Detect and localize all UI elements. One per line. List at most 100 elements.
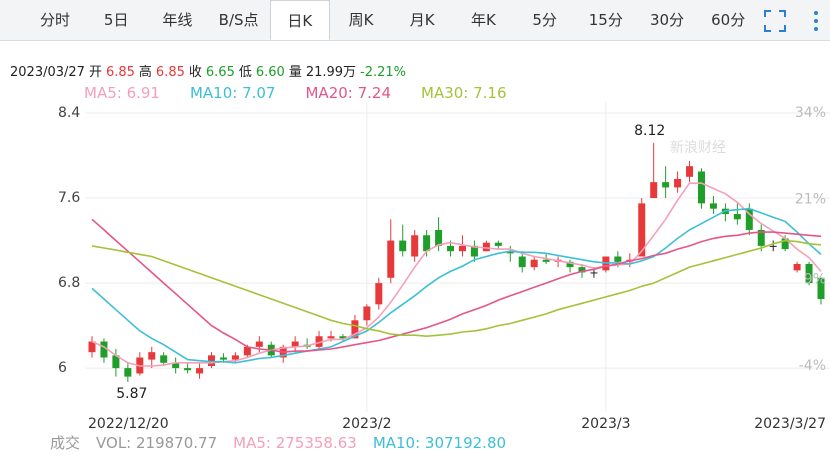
candle-body bbox=[124, 368, 132, 377]
quote-value: 6.65 bbox=[205, 65, 235, 80]
volume-legend-entry: MA10: 307192.80 bbox=[372, 434, 507, 452]
quote-date: 2023/03/27 bbox=[10, 65, 85, 80]
candle-body bbox=[757, 229, 765, 246]
candle-body bbox=[733, 214, 741, 220]
quote-label: 开 bbox=[88, 65, 102, 80]
ma-line bbox=[91, 182, 822, 367]
tab[interactable]: 60分 bbox=[711, 11, 746, 29]
candle-body bbox=[662, 182, 670, 188]
legend-entry: MA10: 7.07 bbox=[189, 84, 276, 102]
candle-body bbox=[590, 272, 598, 274]
candle-body bbox=[697, 171, 705, 204]
candle-body bbox=[494, 242, 502, 246]
candle-body bbox=[614, 256, 622, 262]
min-label: 5.87 bbox=[116, 386, 147, 402]
x-tick-label: 2023/3/27 bbox=[754, 416, 826, 432]
watermark: 新浪财经 bbox=[670, 140, 726, 156]
quote-line: 2023/03/27 开 6.85 高 6.85 收 6.65 低 6.60 量 21.99万 -2.… bbox=[10, 61, 410, 80]
tab[interactable]: 日K bbox=[269, 0, 330, 40]
candle-body bbox=[339, 336, 347, 339]
tab[interactable]: B/S点 bbox=[218, 11, 259, 29]
tab[interactable]: 30分 bbox=[649, 11, 685, 29]
candle-body bbox=[435, 229, 443, 246]
candle-body bbox=[184, 368, 192, 371]
quote-label: 低 bbox=[238, 65, 252, 80]
candle-body bbox=[745, 208, 753, 230]
candle-body bbox=[458, 245, 466, 252]
quote-value: 6.60 bbox=[255, 65, 285, 80]
quote-label: 高 bbox=[138, 65, 152, 80]
legend-entry: MA5: 6.91 bbox=[84, 84, 160, 102]
candle-body bbox=[315, 336, 323, 347]
candle-body bbox=[112, 355, 120, 369]
y2-tick-label: -4% bbox=[799, 358, 826, 374]
ma-legend: MA5: 6.91 MA10: 7.07 MA20: 7.24 MA30: 7.16 bbox=[84, 84, 537, 102]
candle-body bbox=[363, 306, 371, 321]
tab[interactable]: 月K bbox=[409, 11, 435, 29]
candle-body bbox=[375, 283, 383, 305]
y-tick-label: 6 bbox=[58, 360, 67, 376]
tab-icons bbox=[764, 10, 818, 32]
fullscreen-icon[interactable] bbox=[764, 10, 786, 32]
y2-tick-label: 34% bbox=[795, 105, 826, 121]
candle-body bbox=[148, 352, 156, 360]
candle-body bbox=[518, 256, 526, 268]
candle-body bbox=[578, 267, 586, 273]
x-tick-label: 2022/12/20 bbox=[88, 416, 169, 432]
candle-body bbox=[100, 341, 108, 358]
ma-line bbox=[91, 218, 822, 354]
x-tick-label: 2023/2 bbox=[342, 416, 391, 432]
tab[interactable]: 15分 bbox=[588, 11, 623, 29]
volume-legend: 成交 VOL: 219870.77 MA5: 275358.63 MA10: 3071… bbox=[50, 432, 522, 453]
y-tick-label: 8.4 bbox=[58, 105, 80, 121]
tab[interactable]: 年K bbox=[470, 11, 496, 29]
y-tick-label: 6.8 bbox=[58, 275, 80, 291]
candle-body bbox=[769, 245, 777, 247]
candle-body bbox=[231, 355, 239, 360]
candle-body bbox=[650, 182, 658, 199]
volume-legend-entry: MA5: 275358.63 bbox=[233, 434, 357, 452]
candle-body bbox=[208, 355, 216, 366]
legend-entry: MA20: 7.24 bbox=[305, 84, 391, 102]
candle-body bbox=[447, 245, 455, 252]
candle-body bbox=[423, 235, 431, 252]
quote-change: -2.21% bbox=[360, 65, 407, 80]
quote-value: 21.99万 bbox=[305, 65, 357, 80]
candle-body bbox=[482, 242, 490, 252]
ma-line bbox=[91, 239, 822, 338]
quote-value: 6.85 bbox=[105, 65, 135, 80]
candle-body bbox=[351, 320, 359, 339]
candle-body bbox=[255, 341, 263, 347]
tab[interactable]: 周K bbox=[348, 11, 374, 29]
volume-title: 成交 bbox=[50, 434, 81, 452]
candle-body bbox=[542, 259, 550, 262]
candle-body bbox=[399, 240, 407, 252]
candle-body bbox=[196, 368, 204, 374]
tab[interactable]: 年线 bbox=[162, 11, 193, 29]
candle-body bbox=[805, 263, 813, 284]
candle-body bbox=[686, 166, 694, 177]
candle-body bbox=[160, 355, 168, 363]
more-icon[interactable] bbox=[814, 11, 818, 31]
y-tick-label: 7.6 bbox=[58, 190, 80, 206]
candle-body bbox=[506, 251, 514, 254]
tab[interactable]: 5日 bbox=[103, 11, 129, 29]
candle-body bbox=[411, 235, 419, 257]
candle-body bbox=[291, 341, 299, 347]
candle-body bbox=[638, 203, 646, 257]
tab[interactable]: 分时 bbox=[39, 11, 70, 29]
candle-body bbox=[709, 203, 717, 209]
candle-body bbox=[470, 245, 478, 257]
candle-body bbox=[530, 259, 538, 268]
candle-body bbox=[793, 263, 801, 271]
legend-entry: MA30: 7.16 bbox=[421, 84, 507, 102]
quote-label: 收 bbox=[188, 65, 202, 80]
quote-label: 量 bbox=[288, 65, 302, 80]
max-label: 8.12 bbox=[634, 123, 665, 139]
candle-body bbox=[219, 357, 227, 360]
tab[interactable]: 5分 bbox=[532, 11, 557, 29]
y2-tick-label: 21% bbox=[795, 192, 826, 208]
quote-value: 6.85 bbox=[155, 65, 185, 80]
